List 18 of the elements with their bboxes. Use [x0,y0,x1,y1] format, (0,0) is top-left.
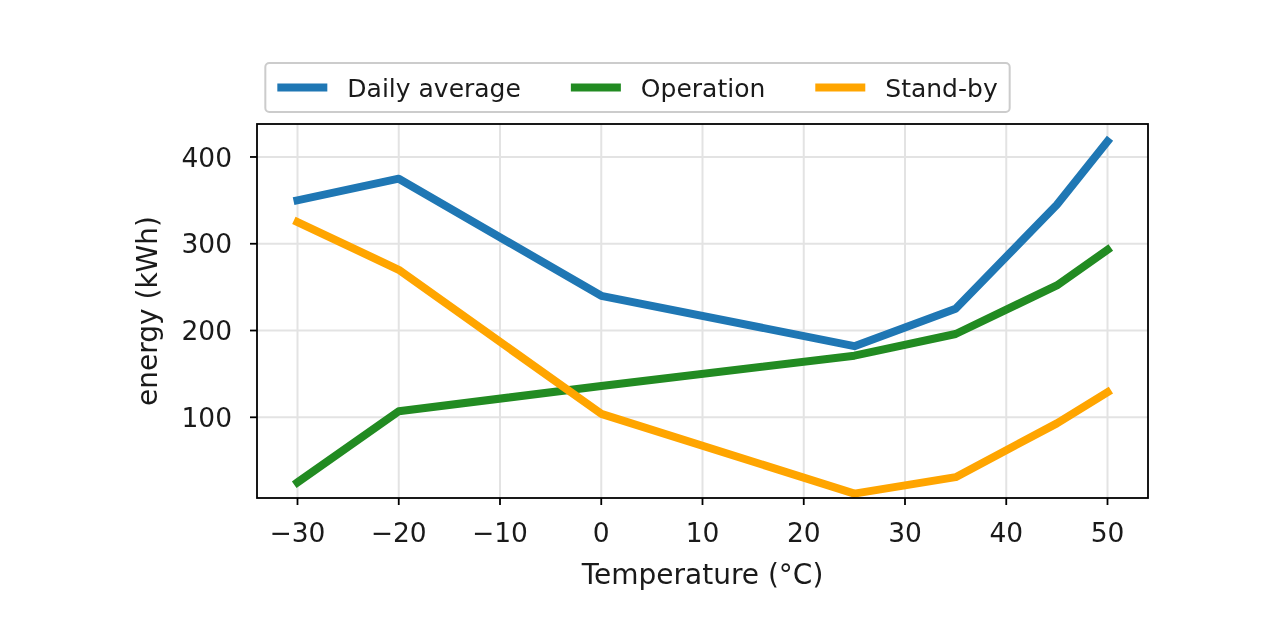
y-tick-label: 400 [181,141,232,173]
y-tick-label: 100 [181,401,232,433]
legend-label: Stand-by [885,73,998,103]
x-axis-title: Temperature (°C) [580,558,824,591]
y-tick-label: 300 [181,228,232,260]
x-tick-label: 0 [592,517,610,548]
x-tick-label: −30 [269,517,326,548]
x-tick-label: 10 [685,517,720,548]
x-tick-label: −10 [472,517,528,548]
x-tick-label: 20 [786,517,821,548]
y-axis-title: energy (kWh) [131,216,164,406]
x-tick-label: 50 [1090,517,1125,548]
y-tick-label: 200 [181,315,232,347]
x-tick-label: −20 [370,517,427,548]
legend-label: Daily average [347,73,521,103]
legend-label: Operation [640,73,766,103]
x-tick-label: 40 [989,517,1024,548]
x-tick-label: 30 [888,517,922,548]
